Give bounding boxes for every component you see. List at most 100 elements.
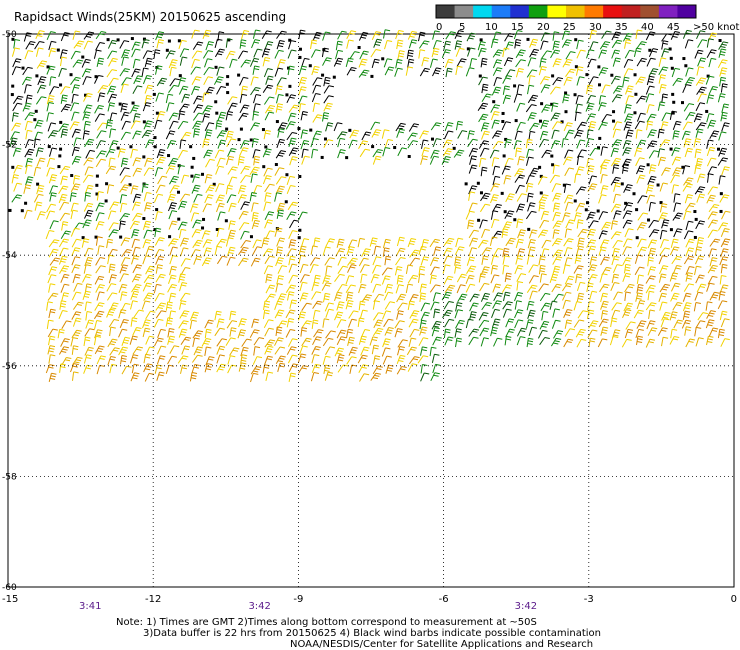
wind-barb	[250, 366, 262, 375]
wind-barb	[142, 217, 146, 221]
wind-barb	[252, 356, 263, 365]
wind-barb	[381, 347, 391, 357]
wind-barb	[538, 264, 546, 275]
wind-barb	[361, 294, 372, 303]
wind-barb	[132, 85, 143, 95]
wind-barb	[130, 317, 138, 327]
wind-barb	[670, 66, 674, 70]
wind-barb	[262, 309, 270, 320]
wind-barb	[249, 138, 253, 142]
wind-barb	[683, 138, 692, 148]
note-line-1: Note: 1) Times are GMT 2)Times along bot…	[116, 617, 537, 628]
wind-barb	[104, 199, 108, 203]
wind-barb	[635, 236, 639, 240]
wind-barb	[155, 65, 163, 75]
wind-barb	[84, 328, 95, 337]
wind-barb	[48, 308, 56, 319]
wind-barb	[84, 138, 95, 148]
wind-barb	[253, 94, 262, 104]
wind-barb	[179, 300, 187, 310]
wind-barb	[119, 202, 128, 213]
wind-barb	[564, 228, 572, 238]
wind-barb	[395, 257, 406, 266]
wind-barb	[695, 158, 703, 168]
wind-barb	[560, 120, 564, 124]
wind-barb	[287, 338, 298, 347]
wind-barb	[345, 275, 355, 285]
wind-barb	[251, 212, 259, 222]
wind-barb	[168, 202, 177, 212]
wind-barb	[70, 102, 80, 112]
wind-barb	[275, 150, 286, 159]
wind-barb	[85, 311, 93, 321]
wind-barb	[684, 326, 692, 336]
wind-barb	[672, 77, 683, 87]
wind-barb	[469, 237, 479, 247]
wind-barb	[684, 77, 695, 86]
wind-barb	[552, 40, 560, 51]
wind-barb	[358, 335, 367, 345]
wind-barb	[299, 345, 308, 355]
wind-barb	[131, 101, 135, 105]
wind-barb	[35, 74, 39, 78]
wind-barb	[501, 165, 511, 175]
wind-barb	[648, 247, 657, 258]
wind-barb	[383, 318, 394, 328]
wind-barb	[419, 292, 427, 302]
wind-barb	[263, 201, 272, 211]
wind-barb	[178, 228, 187, 239]
wind-barb	[707, 119, 717, 129]
wind-barb	[515, 68, 524, 78]
wind-barb	[226, 320, 238, 329]
wind-barb	[96, 191, 104, 201]
wind-barb	[636, 335, 643, 346]
wind-barb	[333, 57, 344, 67]
wind-barb	[551, 238, 563, 247]
wind-barb	[107, 39, 118, 49]
wind-barb	[285, 309, 296, 319]
wind-barb	[419, 130, 429, 140]
wind-barb	[408, 123, 419, 132]
wind-barb	[12, 147, 22, 157]
wind-barb	[720, 318, 730, 328]
wind-barb	[575, 273, 583, 284]
wind-barb	[408, 39, 418, 49]
wind-barb	[178, 74, 182, 78]
wind-barb	[95, 31, 107, 40]
wind-barb	[718, 131, 727, 141]
wind-barb	[420, 256, 429, 266]
wind-barb	[718, 41, 729, 50]
latitude-label: -60	[2, 583, 17, 593]
wind-barb	[697, 57, 707, 67]
wind-barb	[481, 302, 492, 311]
wind-barb	[478, 76, 488, 86]
wind-barb	[178, 103, 190, 112]
wind-barb	[396, 274, 404, 285]
wind-barb	[361, 131, 372, 141]
wind-barb	[337, 137, 346, 148]
wind-barb	[347, 239, 358, 249]
wind-barb	[646, 75, 655, 86]
wind-barb	[84, 247, 94, 257]
wind-barb	[576, 292, 585, 303]
wind-barb	[96, 291, 105, 301]
wind-barb	[622, 147, 632, 156]
wind-barb	[323, 292, 331, 303]
wind-barb	[623, 302, 633, 312]
wind-barb	[46, 95, 55, 105]
wind-barb	[192, 337, 200, 347]
wind-barb	[563, 122, 573, 132]
wind-barb	[95, 265, 106, 274]
wind-barb	[299, 263, 309, 274]
wind-barb	[106, 184, 115, 194]
wind-barb	[264, 355, 273, 365]
wind-barb	[372, 300, 380, 310]
wind-barb	[610, 75, 621, 85]
wind-barb	[599, 273, 608, 283]
wind-barb	[624, 291, 631, 301]
wind-barb	[8, 208, 12, 212]
wind-barb	[179, 310, 190, 319]
wind-barb	[661, 33, 672, 42]
wind-barb	[153, 193, 164, 203]
wind-barb	[493, 77, 502, 87]
